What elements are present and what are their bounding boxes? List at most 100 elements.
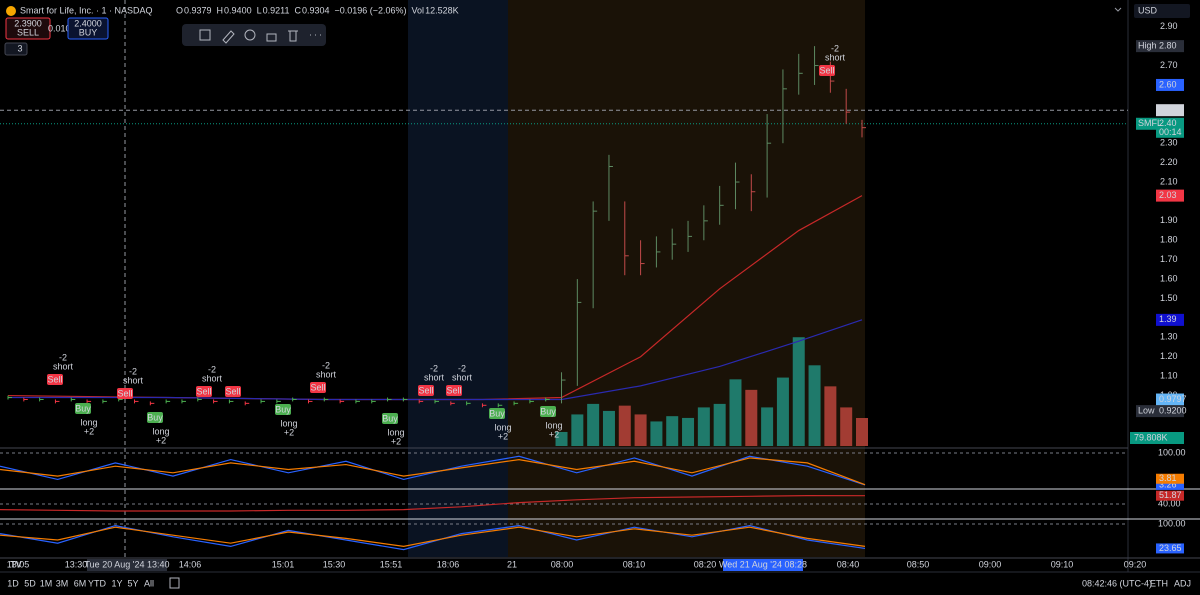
trade-note: -2 xyxy=(322,360,330,370)
osc-label-box xyxy=(1156,490,1184,501)
currency: USD xyxy=(1138,5,1158,15)
volume-bar xyxy=(840,407,853,446)
ohlc-item: 0.9400 xyxy=(224,5,252,15)
price-label: 2.47 xyxy=(1159,105,1177,115)
volume-bar xyxy=(571,414,584,446)
buy-label: BUY xyxy=(79,27,98,37)
osc-line xyxy=(0,457,866,486)
spread: 0.0100 xyxy=(48,23,76,33)
volume-bar xyxy=(555,431,568,446)
volume-bar xyxy=(792,337,805,446)
price-tick-label: 1.60 xyxy=(1160,273,1178,283)
tool-icon[interactable] xyxy=(288,30,298,42)
osc-label: 51.87 xyxy=(1159,490,1182,500)
trade-marker xyxy=(382,413,398,424)
session-bg xyxy=(408,0,508,557)
plot: O 0.9379 H 0.9400 L 0.9211 C 0.9304 −0.0196 (−2.… xyxy=(0,5,1191,588)
range-button[interactable]: 1Y xyxy=(111,578,122,588)
price-tick-label: 2.10 xyxy=(1160,176,1178,186)
trade-marker xyxy=(75,403,91,414)
tool-icon[interactable] xyxy=(266,33,277,42)
volume-bar xyxy=(682,417,695,446)
osc-line xyxy=(0,526,866,548)
trade-label: Sell xyxy=(819,65,834,75)
trade-note: long xyxy=(152,426,169,436)
trade-marker xyxy=(47,374,63,385)
price-label: 0.9200 xyxy=(1159,405,1187,415)
calendar-icon[interactable] xyxy=(169,577,180,589)
trade-note: short xyxy=(424,372,445,382)
session-bg xyxy=(508,0,865,557)
price-label-box xyxy=(1156,189,1184,202)
time-highlight xyxy=(723,559,803,571)
trade-label: Sell xyxy=(47,374,62,384)
ohlc-item: 12.528K xyxy=(425,5,459,15)
price-tag-box xyxy=(1136,40,1156,53)
volume-label-box xyxy=(1130,432,1184,444)
osc-label: 23.65 xyxy=(1159,543,1182,553)
buy-button[interactable] xyxy=(67,17,109,40)
tool-icon[interactable] xyxy=(244,29,256,41)
trade-note: -2 xyxy=(59,352,67,362)
currency-box[interactable] xyxy=(1134,4,1190,18)
volume-bar xyxy=(713,403,726,446)
range-button[interactable]: YTD xyxy=(88,578,107,588)
trade-note: long xyxy=(545,420,562,430)
price-tag: Low xyxy=(1138,405,1155,415)
trade-marker xyxy=(446,385,462,396)
time-label: 09:20 xyxy=(1124,559,1147,569)
price-label-box xyxy=(1156,313,1184,326)
trade-note: short xyxy=(316,369,337,379)
price-label: 2.80 xyxy=(1159,40,1177,50)
osc-label-box xyxy=(1156,479,1184,490)
sell-button[interactable] xyxy=(5,17,51,40)
trade-note: -2 xyxy=(129,366,137,376)
volume-bar xyxy=(856,417,868,446)
icon[interactable] xyxy=(1114,7,1122,12)
trade-label: Sell xyxy=(310,382,325,392)
tool-icon[interactable] xyxy=(199,29,211,41)
osc-label-box xyxy=(1156,473,1184,484)
indicators-toggle[interactable] xyxy=(4,42,28,56)
price-label: 2.60 xyxy=(1159,79,1177,89)
volume-bar xyxy=(761,407,774,446)
range-button[interactable]: 1M xyxy=(40,578,53,588)
osc-label-box xyxy=(1156,543,1184,554)
volume-bar xyxy=(776,377,789,446)
trade-note: long xyxy=(494,422,511,432)
range-button[interactable]: 3M xyxy=(56,578,69,588)
trade-label: Sell xyxy=(117,388,132,398)
range-button[interactable]: All xyxy=(144,578,154,588)
trade-label: Sell xyxy=(446,385,461,395)
countdown: 00:14 xyxy=(1159,127,1182,137)
drawing-toolbar xyxy=(182,24,326,46)
ohlc-item: O xyxy=(176,5,183,15)
range-button[interactable]: 5D xyxy=(24,578,36,588)
price-tag: SMFL xyxy=(1138,118,1162,128)
trade-marker xyxy=(196,386,212,397)
tv-logo: TV xyxy=(10,559,22,569)
price-tick-label: 2.70 xyxy=(1160,60,1178,70)
trade-label: Sell xyxy=(196,386,211,396)
tool-icon[interactable] xyxy=(222,30,235,44)
price-tick-label: 1.30 xyxy=(1160,332,1178,342)
trade-note: short xyxy=(825,52,846,62)
trade-note: +2 xyxy=(284,427,294,437)
price-tag-box xyxy=(1136,405,1156,418)
ohlc-item: 0.9211 xyxy=(263,5,290,15)
range-button[interactable]: 5Y xyxy=(127,578,138,588)
trade-note: short xyxy=(123,375,144,385)
volume-bar xyxy=(666,416,679,446)
trade-label: Buy xyxy=(540,406,556,416)
range-button[interactable]: 6M xyxy=(74,578,87,588)
price-tick-label: 1.80 xyxy=(1160,235,1178,245)
osc-tick: 40.00 xyxy=(1158,498,1181,508)
trade-label: Buy xyxy=(147,412,163,422)
trade-marker xyxy=(225,386,241,397)
range-button[interactable]: 1D xyxy=(7,578,19,588)
time-label: 09:10 xyxy=(1051,559,1074,569)
price-tick-label: 1.10 xyxy=(1160,371,1178,381)
price-tick-label: 1.70 xyxy=(1160,254,1178,264)
price-label-box xyxy=(1156,117,1184,138)
